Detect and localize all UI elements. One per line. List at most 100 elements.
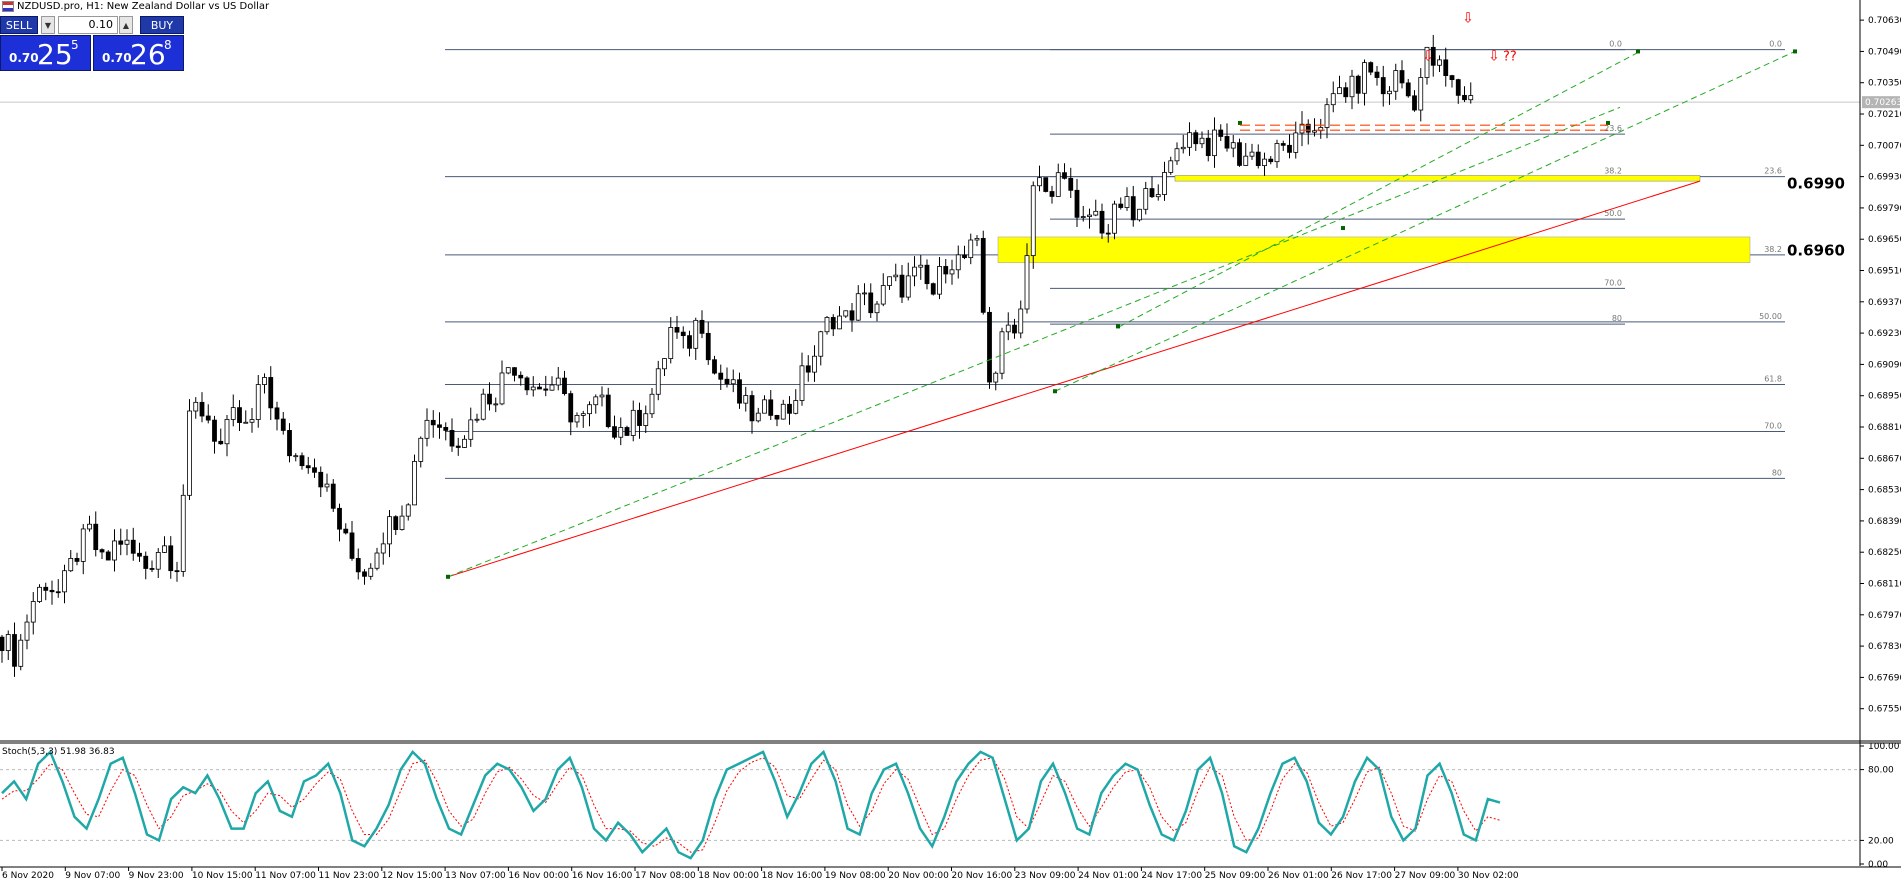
candle[interactable] xyxy=(1230,135,1236,158)
zone-0960-highlight[interactable] xyxy=(997,236,1751,263)
candle[interactable] xyxy=(637,402,642,439)
candle[interactable] xyxy=(230,394,236,427)
anchor-point[interactable] xyxy=(1636,49,1640,54)
candle[interactable] xyxy=(130,527,136,561)
candle[interactable] xyxy=(74,552,80,566)
candle[interactable] xyxy=(362,569,367,585)
lot-down-arrow-icon[interactable]: ▼ xyxy=(41,16,55,34)
candle[interactable] xyxy=(468,407,474,447)
candle[interactable] xyxy=(1168,156,1174,175)
candle[interactable] xyxy=(1268,156,1274,165)
candle[interactable] xyxy=(1193,129,1199,151)
anchor-point[interactable] xyxy=(1606,120,1610,125)
candle[interactable] xyxy=(599,386,605,407)
candle[interactable] xyxy=(1130,185,1136,227)
candle[interactable] xyxy=(218,428,224,445)
candle[interactable] xyxy=(1124,187,1130,211)
candle[interactable] xyxy=(568,390,574,436)
candle[interactable] xyxy=(1005,312,1011,341)
candle[interactable] xyxy=(868,283,874,318)
candle[interactable] xyxy=(918,255,924,280)
candle[interactable] xyxy=(680,326,686,349)
candle[interactable] xyxy=(1074,178,1080,228)
candle[interactable] xyxy=(1137,208,1142,222)
candle[interactable] xyxy=(437,412,442,439)
zone-0990-highlight[interactable] xyxy=(1174,175,1701,182)
candle[interactable] xyxy=(630,400,636,442)
candle[interactable] xyxy=(162,536,167,553)
candle[interactable] xyxy=(687,330,692,357)
candle[interactable] xyxy=(1299,111,1305,147)
candle[interactable] xyxy=(399,505,405,531)
candle[interactable] xyxy=(137,542,142,562)
candle[interactable] xyxy=(1087,208,1092,229)
candle[interactable] xyxy=(155,548,161,578)
candle[interactable] xyxy=(718,364,724,390)
candle[interactable] xyxy=(818,330,824,366)
trendline-green-b[interactable] xyxy=(1054,50,1796,392)
candle[interactable] xyxy=(355,548,361,580)
candle[interactable] xyxy=(1424,46,1430,85)
candle[interactable] xyxy=(699,310,705,339)
candle[interactable] xyxy=(1012,318,1017,339)
candle[interactable] xyxy=(668,317,674,364)
candle[interactable] xyxy=(999,327,1005,380)
candle[interactable] xyxy=(1118,197,1124,210)
candle[interactable] xyxy=(580,410,586,428)
candle[interactable] xyxy=(1155,184,1161,201)
candle[interactable] xyxy=(405,503,411,521)
candle[interactable] xyxy=(1399,60,1405,89)
candle[interactable] xyxy=(1105,224,1111,243)
candle[interactable] xyxy=(830,314,836,337)
candle[interactable] xyxy=(1218,124,1224,142)
candle[interactable] xyxy=(1380,65,1386,107)
candle[interactable] xyxy=(905,262,911,301)
candle[interactable] xyxy=(805,355,811,382)
candle[interactable] xyxy=(793,389,799,415)
main-price-panel[interactable]: 0.0 23.6 38.2 50.0 61.8 70.0 80 0.0 23.6 38.2 50.0… xyxy=(0,10,1860,677)
candle[interactable] xyxy=(812,345,817,382)
candle[interactable] xyxy=(530,376,536,397)
candle[interactable] xyxy=(280,411,286,435)
candle[interactable] xyxy=(462,435,467,449)
candle[interactable] xyxy=(205,404,211,424)
candle[interactable] xyxy=(787,396,792,425)
candle[interactable] xyxy=(693,317,699,360)
candle[interactable] xyxy=(843,310,849,318)
candle[interactable] xyxy=(955,245,961,279)
anchor-point[interactable] xyxy=(446,574,450,579)
candle[interactable] xyxy=(68,550,74,573)
candle[interactable] xyxy=(518,371,524,386)
candle[interactable] xyxy=(12,622,17,677)
candle[interactable] xyxy=(299,452,305,470)
candle[interactable] xyxy=(274,401,280,431)
candle[interactable] xyxy=(555,366,561,391)
candle[interactable] xyxy=(1337,75,1342,95)
candle[interactable] xyxy=(393,515,399,536)
candle[interactable] xyxy=(1437,55,1442,72)
candle[interactable] xyxy=(1430,34,1436,77)
candle[interactable] xyxy=(412,454,417,506)
candle[interactable] xyxy=(643,405,649,434)
candle[interactable] xyxy=(949,259,955,285)
candle[interactable] xyxy=(899,265,905,304)
candle[interactable] xyxy=(655,360,661,401)
candle[interactable] xyxy=(562,370,567,396)
candle[interactable] xyxy=(1143,181,1149,215)
candle[interactable] xyxy=(837,306,842,330)
sell-button[interactable]: SELL xyxy=(0,16,38,34)
candle[interactable] xyxy=(724,367,730,388)
stochastic-panel[interactable] xyxy=(0,749,1860,860)
candle[interactable] xyxy=(474,413,480,423)
candle[interactable] xyxy=(1018,300,1024,339)
candle[interactable] xyxy=(1112,200,1117,240)
candle[interactable] xyxy=(712,355,717,375)
candle[interactable] xyxy=(924,259,930,290)
candle[interactable] xyxy=(455,437,461,456)
candle[interactable] xyxy=(324,473,330,492)
candle[interactable] xyxy=(430,410,436,438)
candle[interactable] xyxy=(618,417,624,446)
candle[interactable] xyxy=(1224,123,1230,152)
candle[interactable] xyxy=(1462,86,1467,102)
candle[interactable] xyxy=(1080,205,1086,222)
